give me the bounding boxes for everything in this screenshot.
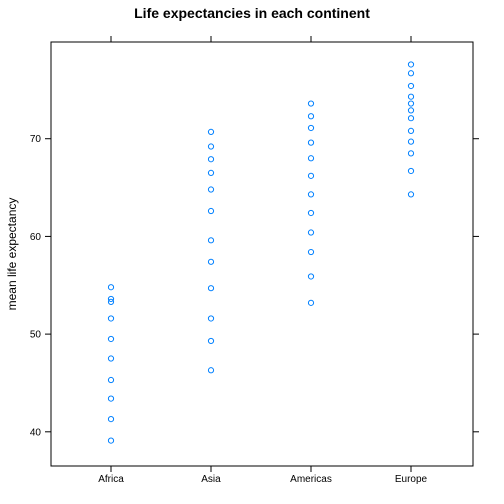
data-point-europe-10 xyxy=(407,167,415,175)
data-point-europe-3 xyxy=(407,93,415,100)
y-axis-label-group: mean life expectancy xyxy=(5,198,19,311)
data-point-asia-7 xyxy=(207,258,215,265)
y-tick-label-70: 70 xyxy=(30,134,42,145)
data-point-asia-8 xyxy=(207,285,215,292)
data-point-africa-0 xyxy=(107,284,115,291)
y-axis: 40 50 60 70 xyxy=(30,134,479,438)
data-point-americas-3 xyxy=(307,139,315,146)
data-point-europe-7 xyxy=(407,127,415,135)
data-point-europe-4 xyxy=(407,100,415,107)
data-point-americas-8 xyxy=(307,229,315,236)
data-point-europe-0 xyxy=(407,61,415,68)
data-point-europe-8 xyxy=(407,138,415,145)
data-point-asia-5 xyxy=(207,207,215,215)
data-point-europe-1 xyxy=(407,70,415,77)
x-tick-label-americas: Americas xyxy=(290,474,332,485)
data-point-europe-9 xyxy=(407,150,415,157)
data-point-americas-10 xyxy=(307,273,315,280)
data-point-africa-6 xyxy=(107,376,115,384)
data-point-americas-2 xyxy=(307,124,315,132)
data-point-asia-4 xyxy=(207,186,215,193)
data-point-africa-5 xyxy=(107,355,115,362)
data-point-asia-0 xyxy=(207,128,215,135)
x-tick-label-europe: Europe xyxy=(395,474,428,485)
data-point-asia-3 xyxy=(207,169,215,177)
data-point-americas-0 xyxy=(307,100,315,107)
data-point-americas-1 xyxy=(307,113,315,120)
data-points xyxy=(107,61,415,444)
data-point-europe-6 xyxy=(407,115,415,122)
data-point-africa-2 xyxy=(107,298,115,305)
data-point-asia-2 xyxy=(207,156,215,163)
data-point-africa-7 xyxy=(107,395,115,402)
data-point-asia-11 xyxy=(207,367,215,374)
data-point-africa-3 xyxy=(107,315,115,322)
data-point-asia-9 xyxy=(207,315,215,322)
data-point-americas-4 xyxy=(307,155,315,162)
data-point-americas-11 xyxy=(307,299,315,306)
data-point-americas-7 xyxy=(307,209,315,217)
data-point-europe-11 xyxy=(407,191,415,198)
y-axis-label: mean life expectancy xyxy=(5,198,19,311)
data-point-asia-6 xyxy=(207,237,215,244)
data-point-europe-2 xyxy=(407,82,415,90)
data-point-africa-4 xyxy=(107,335,115,343)
y-tick-label-40: 40 xyxy=(30,427,42,438)
data-point-africa-8 xyxy=(107,416,115,423)
data-point-americas-9 xyxy=(307,248,315,256)
data-point-europe-5 xyxy=(407,107,415,114)
data-point-africa-1 xyxy=(107,295,115,303)
x-tick-label-africa: Africa xyxy=(98,474,124,485)
data-point-americas-6 xyxy=(307,191,315,198)
data-point-asia-1 xyxy=(207,143,215,150)
y-tick-label-50: 50 xyxy=(30,330,42,341)
x-tick-label-asia: Asia xyxy=(201,474,221,485)
y-tick-label-60: 60 xyxy=(30,232,42,243)
chart-title: Life expectancies in each continent xyxy=(134,5,370,21)
data-point-africa-9 xyxy=(107,437,115,444)
data-point-asia-10 xyxy=(207,337,215,345)
plot-frame xyxy=(50,41,474,467)
x-axis: Africa Asia Americas Europe xyxy=(98,36,428,485)
data-point-americas-5 xyxy=(307,172,315,179)
